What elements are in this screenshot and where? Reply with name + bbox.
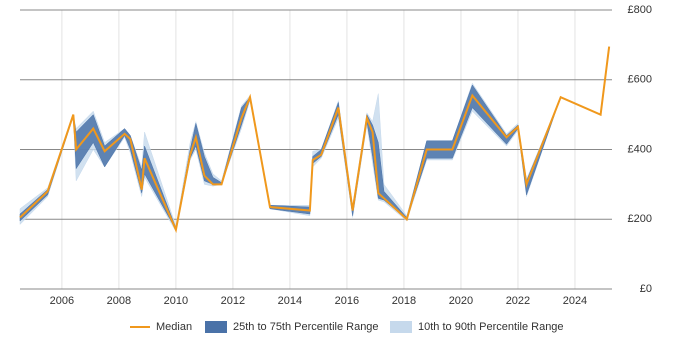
y-tick-label: £800 <box>628 4 652 16</box>
legend-label: 25th to 75th Percentile Range <box>233 321 379 333</box>
median-line <box>19 46 611 234</box>
x-tick-label: 2024 <box>563 295 587 307</box>
x-tick-label: 2022 <box>506 295 530 307</box>
x-tick-label: 2014 <box>278 295 302 307</box>
x-tick-label: 2010 <box>164 295 188 307</box>
x-tick-label: 2020 <box>449 295 473 307</box>
legend-label: 10th to 90th Percentile Range <box>418 321 564 333</box>
legend-swatch <box>390 321 412 333</box>
legend-label: Median <box>156 321 192 333</box>
y-tick-label: £400 <box>628 143 652 155</box>
x-tick-label: 2008 <box>107 295 131 307</box>
y-tick-label: £600 <box>628 74 652 86</box>
x-tick-label: 2018 <box>392 295 416 307</box>
range-area <box>19 46 610 231</box>
x-tick-label: 2012 <box>221 295 245 307</box>
legend-swatch <box>205 321 227 333</box>
x-tick-label: 2006 <box>50 295 74 307</box>
range-area <box>19 46 610 233</box>
x-tick-label: 2016 <box>335 295 359 307</box>
y-tick-label: £200 <box>628 213 652 225</box>
y-tick-label: £0 <box>640 283 652 295</box>
